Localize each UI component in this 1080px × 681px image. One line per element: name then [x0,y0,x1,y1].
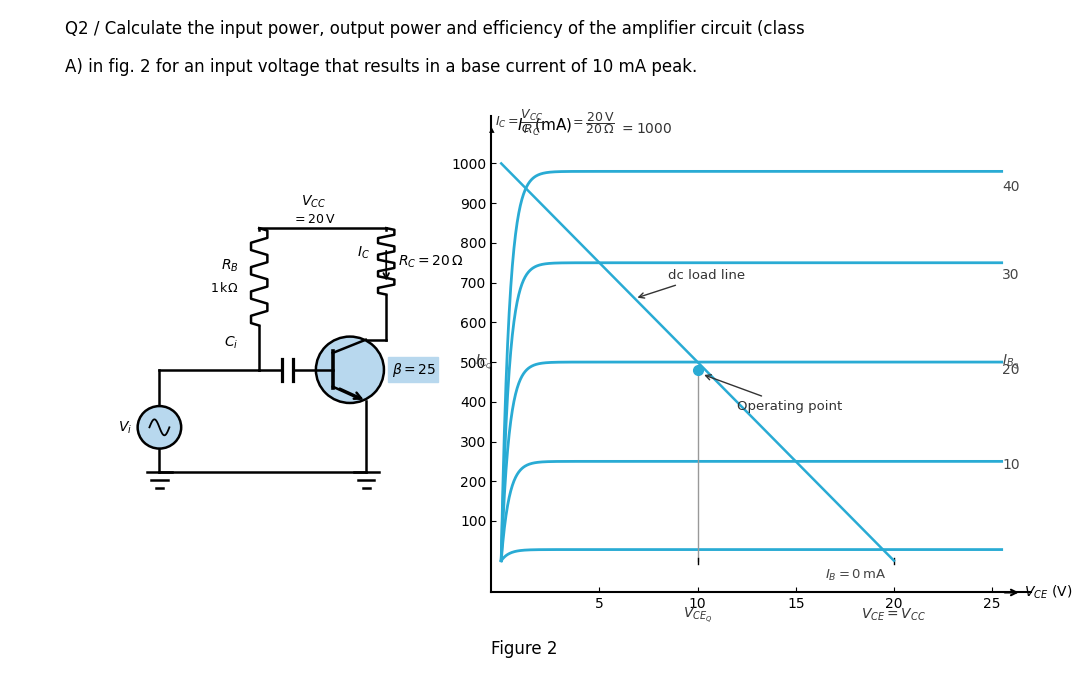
Text: Operating point: Operating point [705,375,842,413]
Text: $C_i$: $C_i$ [225,335,239,351]
Text: $I_C$ (mA): $I_C$ (mA) [517,116,572,135]
Text: $V_{CE} = V_{CC}$: $V_{CE} = V_{CC}$ [862,606,927,622]
Text: 10: 10 [1002,458,1020,473]
Text: $= 1000$: $= 1000$ [619,122,673,136]
Text: $\blacktriangle$: $\blacktriangle$ [488,125,495,135]
Text: $V_{CE_Q}$: $V_{CE_Q}$ [683,606,713,625]
Text: Figure 2: Figure 2 [491,639,558,658]
Text: $I_C = \dfrac{V_{CC}}{R_C}$: $I_C = \dfrac{V_{CC}}{R_C}$ [496,108,544,138]
Text: $V_i$: $V_i$ [118,419,132,436]
Text: $V_{CC}$: $V_{CC}$ [301,194,326,210]
Text: $= 20\,\mathrm{V}$: $= 20\,\mathrm{V}$ [292,213,336,226]
Text: Q2 / Calculate the input power, output power and efficiency of the amplifier cir: Q2 / Calculate the input power, output p… [65,20,805,38]
Text: $1\,\mathrm{k}\Omega$: $1\,\mathrm{k}\Omega$ [211,281,239,295]
Text: dc load line: dc load line [639,268,745,298]
Text: $I_C$: $I_C$ [357,244,370,261]
Text: 40: 40 [1002,180,1020,194]
Text: $I_B = 0\,\mathrm{mA}$: $I_B = 0\,\mathrm{mA}$ [825,568,887,584]
Circle shape [137,406,181,449]
Text: $R_B$: $R_B$ [221,257,239,274]
Circle shape [315,336,384,403]
Text: $R_C = 20\,\Omega$: $R_C = 20\,\Omega$ [397,253,463,270]
Text: A) in fig. 2 for an input voltage that results in a base current of 10 mA peak.: A) in fig. 2 for an input voltage that r… [65,58,697,76]
Text: $I_{C_Q}$: $I_{C_Q}$ [475,353,494,372]
Text: 30: 30 [1002,268,1020,282]
Text: 20: 20 [1002,363,1020,377]
Text: $= \dfrac{20\,\mathrm{V}}{20\,\Omega}$: $= \dfrac{20\,\mathrm{V}}{20\,\Omega}$ [570,110,615,136]
Bar [389,358,438,382]
Text: $I_{B_Q}$: $I_{B_Q}$ [1002,353,1020,372]
Text: $\beta = 25$: $\beta = 25$ [392,361,436,379]
Text: $V_{CE}$ (V): $V_{CE}$ (V) [1024,584,1071,601]
